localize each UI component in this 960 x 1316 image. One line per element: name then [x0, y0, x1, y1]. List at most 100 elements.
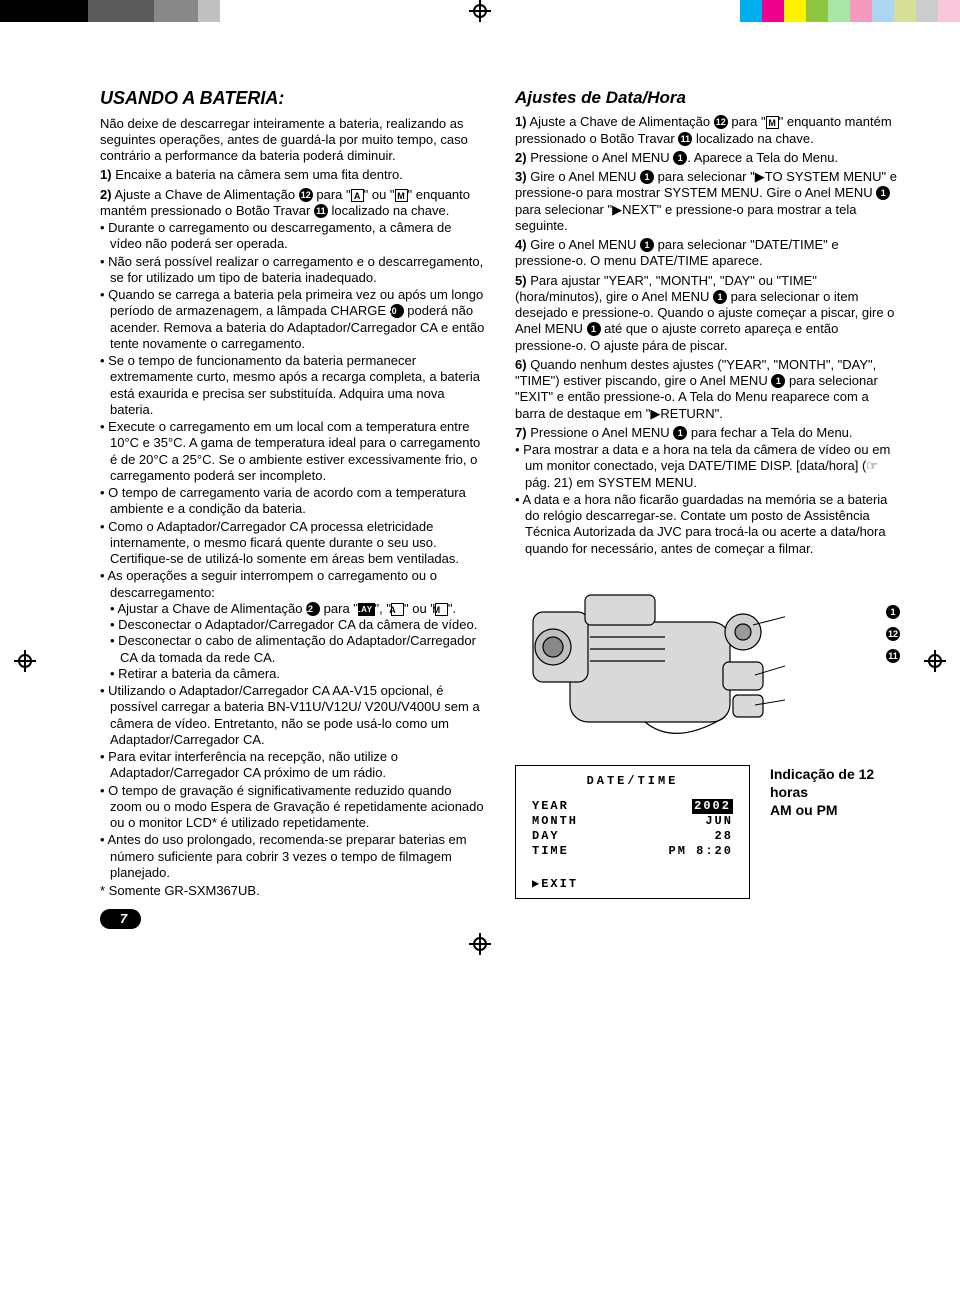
camera-illustration: 1 12 11	[515, 577, 900, 757]
ref-1: 1	[673, 151, 687, 165]
screen-title: DATE/TIME	[532, 774, 733, 789]
ref-1: 1	[587, 322, 601, 336]
t: Gire o Anel MENU	[530, 169, 640, 184]
t: Ajuste a Chave de Alimentação	[114, 187, 298, 202]
swatch	[872, 0, 894, 22]
swatch	[784, 0, 806, 22]
swatch	[176, 0, 198, 22]
t: localizado na chave.	[328, 203, 449, 218]
swatch	[740, 0, 762, 22]
subbullet-8d: Retirar a bateria da câmera.	[100, 666, 485, 682]
r-step-2: 2) Pressione o Anel MENU 1. Aparece a Te…	[515, 150, 900, 166]
left-column: USANDO A BATERIA: Não deixe de descarreg…	[100, 87, 485, 899]
mode-play-icon: PLAY	[358, 603, 375, 616]
r-step-3: 3) Gire o Anel MENU 1 para selecionar "▶…	[515, 169, 900, 234]
left-heading: USANDO A BATERIA:	[100, 87, 485, 110]
t: Para mostrar a data e a hora na tela da …	[523, 442, 890, 490]
ref-1: 1	[771, 374, 785, 388]
bullet-10: Para evitar interferência na recepção, n…	[100, 749, 485, 782]
t: . Aparece a Tela do Menu.	[687, 150, 838, 165]
t: Gire o Anel MENU	[530, 237, 640, 252]
screen-row: TIMEPM 8:20	[532, 844, 733, 859]
callout-12: 12	[886, 627, 900, 641]
bullet-1: Durante o carregamento ou descarregament…	[100, 220, 485, 253]
ref-1: 1	[713, 290, 727, 304]
ref-12: 12	[299, 188, 313, 202]
t: para selecionar "▶NEXT" e pressione-o pa…	[515, 202, 857, 233]
bullet-3: Quando se carrega a bateria pela primeir…	[100, 287, 485, 352]
swatch	[198, 0, 220, 22]
swatch	[132, 0, 154, 22]
swatch	[828, 0, 850, 22]
callout-labels: 1 12 11	[886, 597, 900, 671]
swatch	[850, 0, 872, 22]
step-1: 1) Encaixe a bateria na câmera sem uma f…	[100, 167, 485, 183]
left-intro: Não deixe de descarregar inteiramente a …	[100, 116, 485, 165]
swatch	[806, 0, 828, 22]
r-step-7: 7) Pressione o Anel MENU 1 para fechar a…	[515, 425, 900, 441]
swatch	[762, 0, 784, 22]
step-2: 2) Ajuste a Chave de Alimentação 12 para…	[100, 187, 485, 220]
ref-11: 11	[314, 204, 328, 218]
screen-caption: Indicação de 12 horas AM ou PM	[770, 765, 900, 899]
r-bullet-1: Para mostrar a data e a hora na tela da …	[515, 442, 900, 491]
step-1-text: Encaixe a bateria na câmera sem uma fita…	[115, 167, 403, 182]
t: Pressione o Anel MENU	[530, 425, 673, 440]
screen-row: DAY28	[532, 829, 733, 844]
color-registration-bar	[0, 0, 960, 22]
screen-row: YEAR2002	[532, 799, 733, 814]
t: para fechar a Tela do Menu.	[687, 425, 852, 440]
ref-20: 20	[390, 304, 404, 318]
r-step-5: 5) Para ajustar "YEAR", "MONTH", "DAY" o…	[515, 273, 900, 354]
page-number-badge: 7	[100, 909, 141, 929]
swatch	[88, 0, 110, 22]
right-column: Ajustes de Data/Hora 1) Ajuste a Chave d…	[515, 87, 900, 899]
r-bullet-2: A data e a hora não ficarão guardadas na…	[515, 492, 900, 557]
mode-m-icon: M	[766, 116, 779, 129]
callout-11: 11	[886, 649, 900, 663]
r-step-4: 4) Gire o Anel MENU 1 para selecionar "D…	[515, 237, 900, 270]
t: localizado na chave.	[692, 131, 813, 146]
bullet-9: Utilizando o Adaptador/Carregador CA AA-…	[100, 683, 485, 748]
ref-1: 1	[640, 170, 654, 184]
r-step-1: 1) Ajuste a Chave de Alimentação 12 para…	[515, 114, 900, 147]
bullet-4: Se o tempo de funcionamento da bateria p…	[100, 353, 485, 418]
bullet-6: O tempo de carregamento varia de acordo …	[100, 485, 485, 518]
camera-svg	[515, 577, 785, 747]
ref-1: 1	[876, 186, 890, 200]
swatch	[0, 0, 22, 22]
page-content: USANDO A BATERIA: Não deixe de descarreg…	[0, 22, 960, 959]
t: Pressione o Anel MENU	[530, 150, 673, 165]
registration-mark-top	[469, 0, 491, 22]
callout-1: 1	[886, 605, 900, 619]
bullet-8: As operações a seguir interrompem o carr…	[100, 568, 485, 601]
swatch	[22, 0, 44, 22]
footnote: * Somente GR-SXM367UB.	[100, 883, 485, 899]
screen-row: MONTHJUN	[532, 814, 733, 829]
screen-cap-line2: AM ou PM	[770, 801, 900, 819]
bullet-11: O tempo de gravação é significativamente…	[100, 783, 485, 832]
bullet-2: Não será possível realizar o carregament…	[100, 254, 485, 287]
subbullet-8b: Desconectar o Adaptador/Carregador CA da…	[100, 617, 485, 633]
swatch	[44, 0, 66, 22]
subbullet-8a: Ajustar a Chave de Alimentação 12 para "…	[100, 601, 485, 617]
screen-cap-line1: Indicação de 12 horas	[770, 765, 900, 801]
swatch	[110, 0, 132, 22]
swatch	[894, 0, 916, 22]
ref-1: 1	[640, 238, 654, 252]
mode-m-icon: M	[395, 189, 408, 202]
mode-m-icon: M	[435, 603, 448, 616]
right-heading: Ajustes de Data/Hora	[515, 87, 900, 108]
t: " ou "	[404, 601, 435, 616]
ref-1: 1	[673, 426, 687, 440]
datetime-screen: DATE/TIME YEAR2002MONTHJUNDAY28TIMEPM 8:…	[515, 765, 750, 899]
ref-12b: 12	[306, 602, 320, 616]
t: " ou "	[364, 187, 395, 202]
bullet-12: Antes do uso prolongado, recomenda-se pr…	[100, 832, 485, 881]
t: para "	[728, 114, 766, 129]
ref-11b: 11	[678, 132, 692, 146]
t: Ajuste a Chave de Alimentação	[529, 114, 713, 129]
mode-a-icon: A	[351, 189, 364, 202]
datetime-screen-wrap: DATE/TIME YEAR2002MONTHJUNDAY28TIMEPM 8:…	[515, 765, 900, 899]
swatch	[938, 0, 960, 22]
